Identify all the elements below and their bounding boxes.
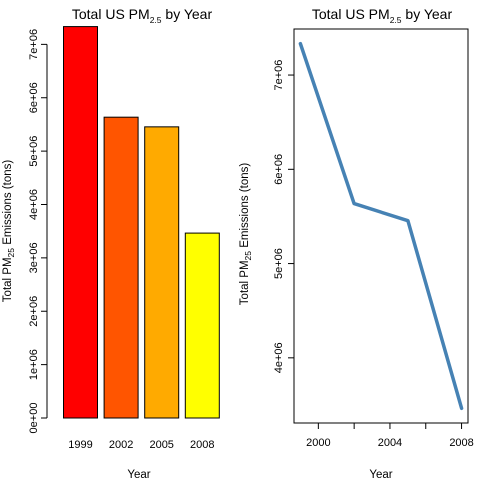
bar-x-tick-labels: 1999 2002 2005 2008 xyxy=(68,439,214,451)
bar-series xyxy=(63,26,220,419)
line-plot-frame xyxy=(293,28,469,424)
bar-chart-panel: Total US PM2.5 by Year 1999 2002 2005 2008 … xyxy=(2,6,220,480)
bar-y-tick-label: 3e+06 xyxy=(28,242,40,273)
line-x-tick-label: 2004 xyxy=(378,437,402,449)
bar-x-tick-label: 1999 xyxy=(68,439,92,451)
bar-x-tick-label: 2008 xyxy=(190,439,214,451)
bar-chart-title: Total US PM2.5 by Year xyxy=(72,6,213,25)
line-y-ticks: 4e+06 5e+06 6e+06 7e+06 xyxy=(273,60,294,373)
line-y-axis-title: Total PM25 Emissions (tons) xyxy=(239,163,253,306)
bar-x-axis-title: Year xyxy=(127,469,150,480)
bar-x-tick-label: 2002 xyxy=(109,439,133,451)
line-series xyxy=(298,41,464,411)
line-y-tick-label: 6e+06 xyxy=(273,154,285,185)
line-y-tick-label: 4e+06 xyxy=(273,342,285,373)
line-x-tick-label: 2008 xyxy=(449,437,473,449)
line-chart-panel: Total US PM2.5 by Year 2000 2004 2008 4e+0… xyxy=(239,6,474,480)
bar-y-tick-label: 1e+06 xyxy=(28,349,40,380)
bar-y-tick-label: 2e+06 xyxy=(28,296,40,327)
bar-x-tick-label: 2005 xyxy=(149,439,173,451)
line-chart-title: Total US PM2.5 by Year xyxy=(312,6,453,25)
bar-y-tick-label: 6e+06 xyxy=(28,82,40,113)
bar-y-tick-label: 5e+06 xyxy=(28,136,40,167)
bar-2002 xyxy=(103,116,139,419)
line-x-ticks: 2000 2004 2008 xyxy=(306,423,474,449)
line-x-axis-title: Year xyxy=(369,469,392,480)
bar-2005 xyxy=(144,126,180,419)
bar-y-axis-title: Total PM25 Emissions (tons) xyxy=(2,160,16,303)
line-y-tick-label: 7e+06 xyxy=(273,60,285,91)
line-x-tick-label: 2000 xyxy=(306,437,330,449)
bar-1999 xyxy=(63,26,98,419)
bar-2008 xyxy=(184,232,220,419)
bar-y-tick-label: 7e+06 xyxy=(28,29,40,60)
bar-y-ticks: 0e+00 1e+06 2e+06 3e+06 4e+06 5e+06 6e+06 7e+06 xyxy=(28,29,47,434)
bar-y-tick-label: 4e+06 xyxy=(28,189,40,220)
line-y-tick-label: 5e+06 xyxy=(273,248,285,279)
bar-y-tick-label: 0e+00 xyxy=(28,403,40,434)
